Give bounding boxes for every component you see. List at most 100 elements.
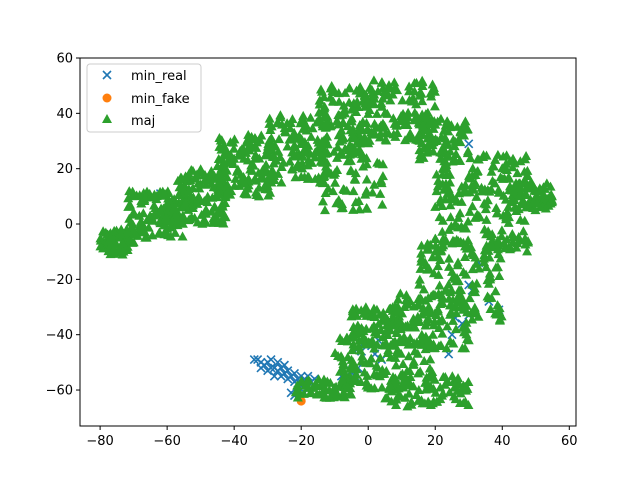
point-maj xyxy=(217,199,228,209)
point-maj xyxy=(452,293,463,303)
point-maj xyxy=(415,149,426,159)
point-maj xyxy=(437,215,448,225)
point-maj xyxy=(380,314,391,324)
point-maj xyxy=(428,268,439,278)
point-maj xyxy=(470,212,481,222)
point-maj xyxy=(303,154,314,164)
point-maj xyxy=(437,235,448,245)
point-maj xyxy=(365,358,376,368)
point-maj xyxy=(435,194,446,204)
point-maj xyxy=(341,332,352,342)
point-maj xyxy=(305,148,316,158)
point-maj xyxy=(235,169,246,179)
point-maj xyxy=(212,161,223,171)
y-tick-label: 40 xyxy=(56,107,73,122)
point-maj xyxy=(420,109,431,119)
point-maj xyxy=(397,337,408,347)
point-maj xyxy=(140,227,151,237)
point-maj xyxy=(351,369,362,379)
point-maj xyxy=(437,388,448,398)
point-maj xyxy=(448,338,459,348)
point-maj xyxy=(409,346,420,356)
point-maj xyxy=(462,124,473,134)
point-maj xyxy=(413,293,424,303)
point-maj xyxy=(253,182,264,192)
point-maj xyxy=(206,206,217,216)
point-maj xyxy=(409,86,420,96)
point-maj xyxy=(427,252,438,262)
point-min-real xyxy=(266,355,276,365)
point-maj xyxy=(296,115,307,125)
point-maj xyxy=(522,246,533,256)
point-maj xyxy=(456,127,467,137)
point-maj xyxy=(95,241,106,251)
point-maj xyxy=(193,191,204,201)
point-maj xyxy=(386,319,397,329)
point-maj xyxy=(447,371,458,381)
point-maj xyxy=(441,343,452,353)
point-maj xyxy=(430,201,441,211)
point-maj xyxy=(354,325,365,335)
point-maj xyxy=(317,178,328,188)
point-maj xyxy=(465,153,476,163)
point-maj xyxy=(263,190,274,200)
point-maj xyxy=(345,387,356,397)
point-maj xyxy=(372,339,383,349)
point-maj xyxy=(392,344,403,354)
point-maj xyxy=(484,252,495,262)
axes-frame xyxy=(79,57,577,427)
point-maj xyxy=(461,381,472,391)
point-maj xyxy=(545,181,556,191)
point-maj xyxy=(422,379,433,389)
point-maj xyxy=(350,174,361,184)
point-maj xyxy=(417,96,428,106)
point-maj xyxy=(442,321,453,331)
point-maj xyxy=(289,140,300,150)
point-maj xyxy=(497,163,508,173)
point-maj xyxy=(506,194,517,204)
point-maj xyxy=(404,81,415,91)
point-maj xyxy=(346,311,357,321)
point-maj xyxy=(460,251,471,261)
point-maj xyxy=(486,166,497,176)
point-maj xyxy=(353,196,364,206)
point-maj xyxy=(445,212,456,222)
axes: −80 −60 −40 −20 0 20 40 60 −60 −40 −20 0 20 40 60 xyxy=(46,52,578,450)
point-maj xyxy=(443,253,454,263)
point-maj xyxy=(375,352,386,362)
point-maj xyxy=(249,153,260,163)
point-maj xyxy=(467,314,478,324)
point-maj xyxy=(411,77,422,87)
point-maj xyxy=(376,101,387,111)
point-maj xyxy=(483,293,494,303)
point-maj xyxy=(423,314,434,324)
point-maj xyxy=(160,213,171,223)
point-maj xyxy=(487,175,498,185)
point-maj xyxy=(264,113,275,123)
point-maj xyxy=(114,244,125,254)
point-maj xyxy=(320,188,331,198)
point-maj xyxy=(361,380,372,390)
point-maj xyxy=(105,249,116,259)
point-min-real xyxy=(279,360,289,370)
point-maj xyxy=(411,99,422,109)
point-maj xyxy=(287,147,298,157)
point-maj xyxy=(338,118,349,128)
point-maj xyxy=(521,150,532,160)
point-maj xyxy=(334,136,345,146)
point-maj xyxy=(191,169,202,179)
point-maj xyxy=(492,262,503,272)
point-maj xyxy=(149,200,160,210)
point-maj xyxy=(471,258,482,268)
point-maj xyxy=(222,180,233,190)
point-maj xyxy=(296,376,307,386)
point-maj xyxy=(415,87,426,97)
point-maj xyxy=(453,212,464,222)
point-maj xyxy=(161,199,172,209)
point-maj xyxy=(404,95,415,105)
point-maj xyxy=(493,237,504,247)
y-tick-label: 60 xyxy=(56,52,73,67)
point-maj xyxy=(236,175,247,185)
point-maj xyxy=(136,196,147,206)
point-maj xyxy=(418,284,429,294)
